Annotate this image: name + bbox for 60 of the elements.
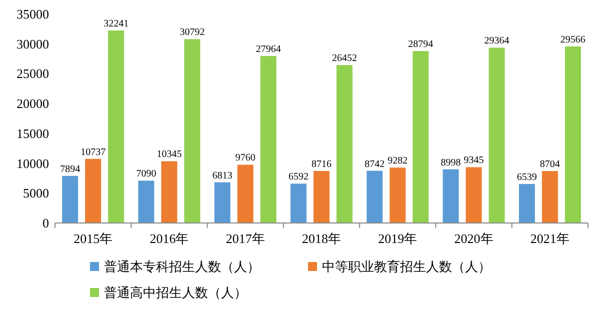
data-label: 7090 <box>136 168 156 180</box>
x-tick-label: 2015年 <box>74 231 113 246</box>
legend-label: 普通高中招生人数（人） <box>104 285 247 300</box>
y-tick-label: 10000 <box>16 156 49 171</box>
x-tick-label: 2019年 <box>378 231 418 246</box>
bar <box>466 167 482 223</box>
bar <box>442 169 459 223</box>
bar <box>564 46 581 223</box>
bar <box>184 39 200 223</box>
y-tick-label: 25000 <box>16 66 49 82</box>
data-label: 8998 <box>440 157 461 168</box>
data-label: 27964 <box>256 44 281 56</box>
bar <box>237 164 254 223</box>
y-tick-label: 35000 <box>16 6 49 22</box>
data-label: 28794 <box>408 39 434 50</box>
data-label: 8716 <box>312 158 332 170</box>
bar <box>336 65 352 223</box>
x-tick-label: 2016年 <box>150 231 189 246</box>
bar <box>488 48 505 223</box>
x-tick-label: 2017年 <box>226 231 265 246</box>
y-tick-label: 20000 <box>16 96 49 112</box>
legend-label: 普通本专科招生人数（人） <box>104 259 260 274</box>
data-label: 10737 <box>80 146 106 158</box>
bar <box>62 176 78 223</box>
bar <box>412 51 429 223</box>
data-label: 32241 <box>104 18 129 30</box>
bar <box>260 56 276 223</box>
data-label: 7894 <box>60 164 80 175</box>
bar <box>390 168 406 223</box>
data-label: 8742 <box>364 158 385 170</box>
bar <box>542 171 558 223</box>
data-label: 10345 <box>156 149 182 160</box>
bar <box>138 180 154 223</box>
data-label: 6592 <box>288 172 308 183</box>
bar <box>518 184 535 223</box>
data-label: 26452 <box>332 53 357 64</box>
x-tick-label: 2020年 <box>454 231 494 246</box>
data-label: 6539 <box>516 172 537 183</box>
data-label: 8704 <box>540 159 560 170</box>
data-label: 9282 <box>388 156 408 167</box>
y-tick-label: 5000 <box>23 186 49 201</box>
y-tick-label: 0 <box>42 216 49 230</box>
bar <box>108 30 124 223</box>
data-label: 29364 <box>484 36 510 47</box>
y-tick-label: 30000 <box>16 36 49 52</box>
bar <box>85 158 102 223</box>
bar <box>214 182 230 223</box>
bar <box>161 161 178 223</box>
bar <box>290 184 306 223</box>
data-label: 9345 <box>464 155 484 166</box>
bar <box>366 170 383 223</box>
x-tick-label: 2018年 <box>302 231 341 246</box>
legend-label: 中等职业教育招生人数（人） <box>322 259 491 274</box>
data-label: 29566 <box>560 34 586 46</box>
y-tick-label: 15000 <box>16 126 49 141</box>
x-tick-label: 2021年 <box>530 231 570 246</box>
data-label: 6813 <box>212 170 232 182</box>
data-label: 30792 <box>180 27 205 38</box>
data-label: 9760 <box>235 152 256 164</box>
bar <box>314 170 330 223</box>
